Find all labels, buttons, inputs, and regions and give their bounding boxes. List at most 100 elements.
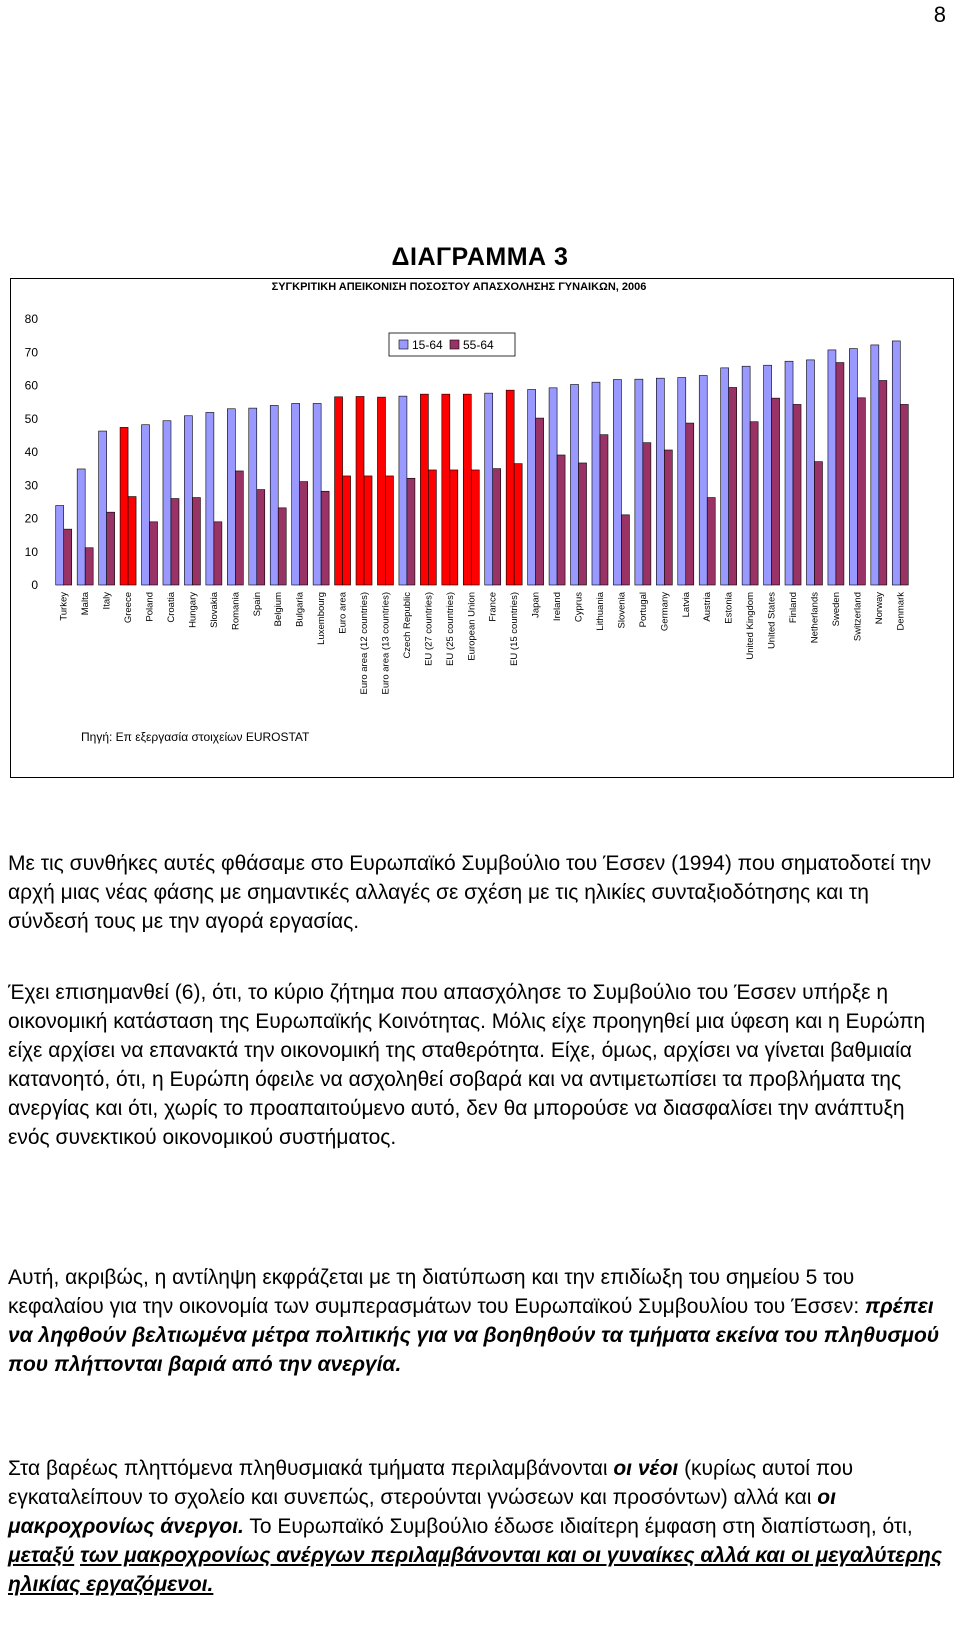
bar-55-64 [749, 421, 759, 586]
diagram-heading: ΔΙΑΓΡΑΜΜΑ 3 [391, 243, 569, 271]
bar-55-64 [449, 469, 459, 586]
x-tick-label: Japan [531, 592, 542, 618]
paragraph-3-emphasis: πρέπει να ληφθούν βελτιωμένα μέτρα πολιτ… [8, 1295, 940, 1376]
x-tick-label: Finland [788, 592, 799, 623]
x-tick-label: Luxembourg [316, 592, 327, 645]
y-axis: 0 10 20 30 40 50 60 70 80 [25, 312, 39, 592]
x-tick-label: Sweden [831, 592, 842, 626]
page-number: 8 [933, 2, 946, 27]
paragraph-4-emphasis-young: οι νέοι [613, 1457, 679, 1480]
x-tick-label: Denmark [895, 592, 906, 631]
bar-55-64 [63, 528, 73, 586]
x-axis-labels: Turkey Malta Italy Greece Poland Croatia Hunga… [59, 591, 907, 694]
x-tick-label: Greece [123, 592, 134, 623]
paragraph-4-text-e: Το Ευρωπαϊκό Συμβούλιο έδωσε ιδιαίτερη έ… [243, 1515, 913, 1538]
y-tick-label: 10 [25, 545, 39, 559]
bar-15-64 [227, 408, 236, 586]
bar-15-64 [98, 430, 107, 586]
bar-15-64 [205, 412, 215, 586]
bar-15-64 [141, 424, 150, 586]
x-tick-label: Germany [659, 592, 670, 631]
bar-55-64 [578, 462, 587, 586]
bar-15-64 [162, 420, 172, 586]
x-tick-label: Slovakia [209, 591, 220, 628]
bar-55-64 [814, 461, 823, 586]
bar-55-64 [599, 434, 609, 586]
x-tick-label: Belgium [273, 592, 284, 626]
x-tick-label: Cyprus [574, 592, 585, 622]
x-tick-label: Malta [80, 591, 91, 615]
bar-15-64 [720, 367, 729, 586]
x-tick-label: EU (25 countries) [445, 592, 456, 666]
bar-15-64 [441, 393, 451, 586]
bar-55-64 [878, 380, 888, 586]
y-tick-label: 20 [25, 512, 39, 526]
bar-15-64 [698, 375, 708, 586]
bar-55-64 [213, 521, 223, 586]
bar-55-64 [706, 497, 716, 586]
y-tick-label: 40 [25, 445, 39, 459]
x-tick-label: Estonia [724, 591, 735, 623]
bar-55-64 [857, 397, 866, 586]
x-tick-label: EU (15 countries) [509, 592, 520, 666]
bar-15-64 [784, 360, 794, 586]
bar-15-64 [891, 340, 901, 586]
x-tick-label: Norway [874, 592, 885, 624]
x-tick-label: Euro area (12 countries) [359, 592, 370, 694]
bar-55-64 [728, 387, 737, 586]
x-tick-label: EU (27 countries) [423, 592, 434, 666]
bar-55-64 [106, 511, 115, 586]
bar-15-64 [763, 364, 772, 586]
bars [55, 340, 909, 586]
x-tick-label: Euro area (13 countries) [380, 592, 391, 694]
chart-legend: 15-64 55-64 [388, 332, 516, 357]
x-tick-label: Italy [102, 592, 113, 610]
paragraph-1: Με τις συνθήκες αυτές φθάσαμε στο Ευρωπα… [8, 852, 932, 933]
bar-15-64 [420, 393, 429, 586]
bar-15-64 [484, 392, 494, 586]
bar-55-64 [127, 496, 137, 586]
x-tick-label: Poland [145, 592, 156, 622]
paragraph-4-text-c: (κυρίως αυτοί που εγκαταλείπουν το σχολε… [8, 1457, 854, 1509]
bar-15-64 [849, 348, 858, 586]
bar-55-64 [428, 469, 437, 586]
bar-15-64 [634, 378, 644, 586]
y-tick-label: 70 [25, 345, 39, 359]
y-tick-label: 80 [25, 312, 39, 326]
bar-55-64 [470, 469, 480, 586]
bar-55-64 [492, 468, 502, 586]
bar-55-64 [192, 497, 201, 586]
bar-15-64 [505, 389, 515, 586]
bar-55-64 [385, 475, 394, 586]
paragraph-3-text: Αυτή, ακριβώς, η αντίληψη εκφράζεται με … [8, 1266, 866, 1318]
x-tick-label: Romania [230, 591, 241, 630]
bar-55-64 [84, 547, 94, 586]
x-tick-label: United States [767, 592, 778, 649]
bar-55-64 [835, 362, 845, 586]
bar-15-64 [591, 381, 601, 586]
bar-55-64 [899, 404, 909, 586]
x-tick-label: Lithuania [595, 591, 606, 630]
bar-55-64 [685, 422, 695, 586]
legend-swatch-55-64 [449, 339, 460, 350]
bar-15-64 [741, 365, 751, 586]
bar-15-64 [184, 415, 193, 586]
bar-15-64 [55, 505, 65, 586]
paragraph-2: Έχει επισημανθεί (6), ότι, το κύριο ζήτη… [8, 981, 926, 1149]
bar-55-64 [771, 397, 780, 586]
bar-55-64 [535, 417, 544, 586]
bar-55-64 [363, 475, 373, 586]
y-tick-label: 0 [31, 578, 38, 592]
bar-55-64 [556, 454, 566, 586]
chart-title: ΣΥΓΚΡΙΤΙΚΗ ΑΠΕΙΚΟΝΙΣΗ ΠΟΣΟΣΤΟΥ ΑΠΑΣΧΟΛΗΣ… [272, 281, 647, 293]
x-tick-label: Czech Republic [402, 592, 413, 659]
bar-15-64 [827, 349, 837, 586]
bar-15-64 [548, 387, 558, 586]
bar-55-64 [170, 498, 180, 586]
bar-55-64 [664, 449, 673, 586]
x-tick-label: France [488, 592, 499, 622]
bar-15-64 [527, 389, 536, 586]
bar-55-64 [277, 507, 287, 586]
y-tick-label: 60 [25, 379, 39, 393]
bar-55-64 [513, 463, 523, 586]
